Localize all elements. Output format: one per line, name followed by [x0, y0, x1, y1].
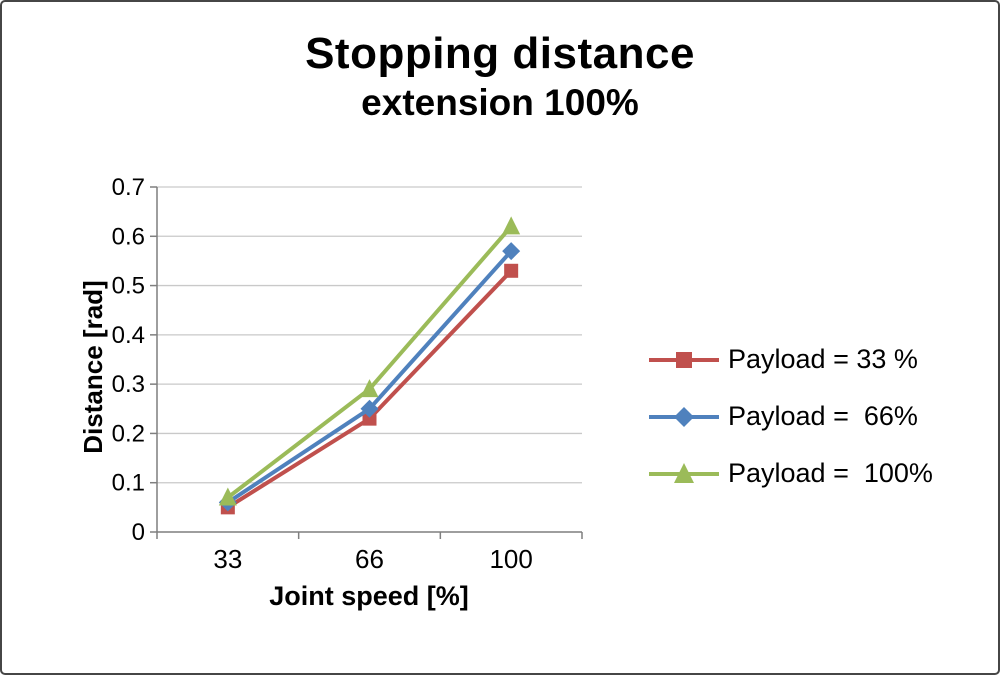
svg-text:0.7: 0.7 [112, 174, 145, 201]
diamond-marker [360, 399, 379, 418]
legend-label: Payload = 66% [728, 401, 918, 431]
legend-entry-payload-33: Payload = 33 % [647, 344, 933, 375]
gridlines [150, 186, 582, 533]
diamond-marker [502, 242, 521, 261]
svg-text:0.6: 0.6 [112, 223, 145, 250]
chart-title: Stopping distance extension 100% [2, 28, 998, 125]
triangle-marker [674, 462, 694, 483]
svg-text:0.5: 0.5 [112, 273, 145, 300]
legend-entry-payload-66: Payload = 66% [647, 401, 933, 432]
legend: Payload = 33 % Payload = 66% Payload = 100… [647, 344, 933, 489]
y-tick-labels: 0 0.1 0.2 0.3 0.4 0.5 0.6 0.7 [112, 174, 145, 546]
legend-label: Payload = 33 % [728, 344, 918, 374]
diamond-legend-sample-icon [649, 406, 719, 427]
svg-text:100: 100 [489, 544, 532, 574]
svg-text:0.2: 0.2 [112, 420, 145, 447]
square-marker [362, 411, 377, 426]
svg-text:66: 66 [355, 544, 384, 574]
diamond-marker [674, 406, 694, 427]
triangle-marker [502, 216, 521, 235]
legend-label: Payload = 100% [728, 458, 933, 488]
chart-title-line2: extension 100% [361, 81, 639, 123]
square-marker [676, 351, 692, 368]
triangle-legend-sample-icon [649, 462, 719, 483]
triangle-marker [218, 487, 237, 506]
svg-text:33: 33 [213, 544, 242, 574]
svg-text:0.4: 0.4 [112, 322, 145, 349]
axes [156, 187, 583, 539]
series-payload-100 [218, 216, 521, 506]
chart-title-line1: Stopping distance [305, 29, 695, 78]
square-legend-sample-icon [649, 351, 719, 368]
square-marker [504, 263, 519, 278]
chart-svg: Distance [rad] Joint speed [%] 0 0.1 0.2 0.… [82, 174, 583, 611]
legend-entry-payload-100: Payload = 100% [647, 458, 933, 489]
svg-text:0: 0 [132, 519, 145, 546]
x-axis-title: Joint speed [%] [269, 581, 469, 611]
y-axis-title: Distance [rad] [82, 280, 108, 453]
triangle-marker [360, 379, 379, 398]
svg-text:0.3: 0.3 [112, 371, 145, 398]
x-tick-labels: 33 66 100 [213, 544, 532, 574]
svg-text:0.1: 0.1 [112, 470, 145, 497]
